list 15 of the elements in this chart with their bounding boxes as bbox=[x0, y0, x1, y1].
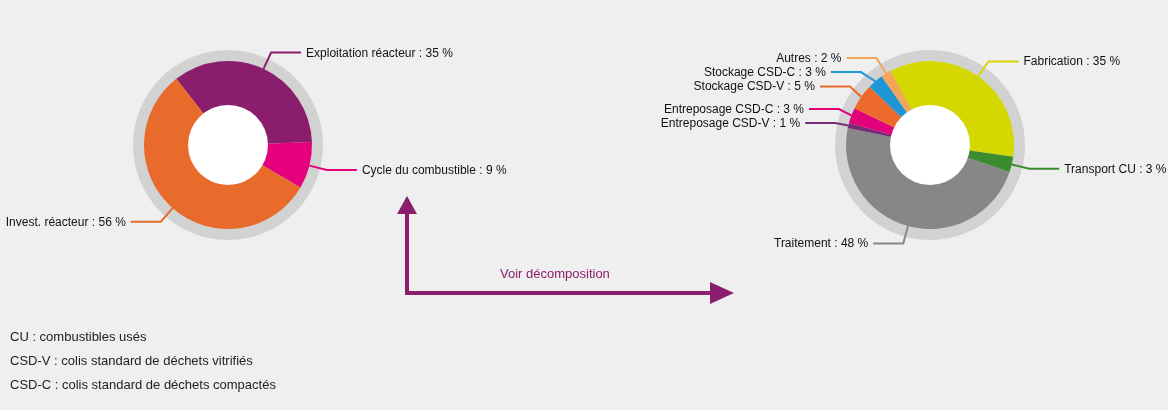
slice-label: Stockage CSD-V : 5 % bbox=[693, 79, 816, 94]
slice-label: Invest. réacteur : 56 % bbox=[5, 214, 127, 229]
slice-label: Entreposage CSD-V : 1 % bbox=[660, 116, 801, 131]
slice-label: Fabrication : 35 % bbox=[1023, 54, 1121, 69]
text: CSD-V : colis standard de déchets vitrifiés bbox=[10, 352, 254, 370]
text: CU : combustibles usés bbox=[10, 328, 148, 346]
slice-label: Traitement : 48 % bbox=[773, 236, 869, 251]
slice-label: Entreposage CSD-C : 3 % bbox=[663, 102, 805, 117]
text: CSD-C : colis standard de déchets compactés bbox=[10, 376, 276, 394]
slice-label: Stockage CSD-C : 3 % bbox=[703, 65, 827, 80]
slice-label: Transport CU : 3 % bbox=[1064, 161, 1167, 176]
slice-label: Exploitation réacteur : 35 % bbox=[306, 45, 454, 60]
slice-label: Autres : 2 % bbox=[776, 51, 842, 66]
slice-label: Cycle du combustible : 9 % bbox=[361, 163, 507, 178]
text: Voir décomposition bbox=[500, 266, 610, 281]
